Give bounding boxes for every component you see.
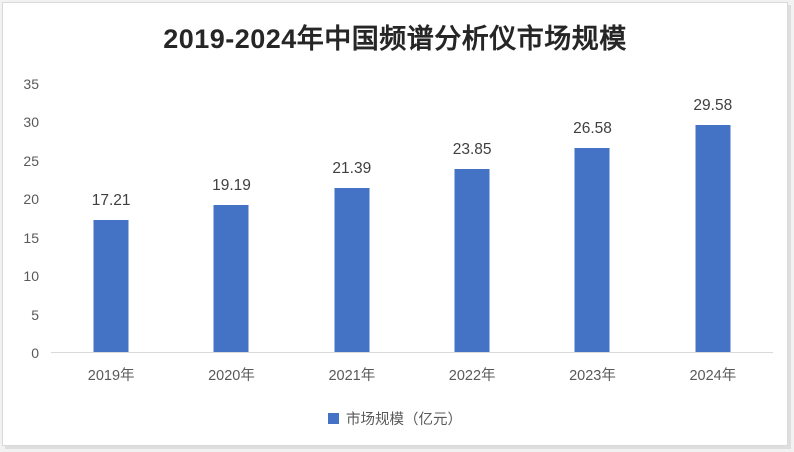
legend: 市场规模（亿元）	[3, 408, 787, 429]
x-tick-label: 2024年	[689, 368, 737, 384]
bar-slot: 17.21 2019年	[51, 84, 171, 384]
bar-slot: 19.19 2020年	[171, 84, 291, 385]
data-label: 29.58	[693, 96, 733, 114]
y-tick-label: 25	[23, 152, 39, 169]
data-label: 23.85	[452, 140, 492, 158]
y-tick-label: 15	[23, 229, 39, 246]
bar-slot: 29.58 2024年	[653, 84, 773, 384]
bar-2022年	[454, 168, 490, 352]
bar-slot: 23.85 2022年	[412, 84, 532, 384]
bar-slot: 26.58 2023年	[532, 84, 652, 384]
x-tick-label: 2020年	[208, 368, 255, 384]
y-tick-label: 30	[23, 114, 39, 131]
bar-2019年	[93, 219, 129, 352]
legend-label: 市场规模（亿元）	[346, 412, 462, 428]
legend-swatch	[328, 413, 339, 424]
data-label: 21.39	[332, 159, 372, 177]
y-tick-label: 0	[31, 345, 39, 361]
x-tick-label: 2022年	[448, 368, 496, 384]
chart-title: 2019-2024年中国频谱分析仪市场规模	[163, 24, 627, 54]
bar-2020年	[213, 204, 249, 352]
y-tick-label: 35	[23, 76, 39, 92]
chart-frame: 2019-2024年中国频谱分析仪市场规模 0 5 10 15 20 25 30 35 17.…	[2, 2, 788, 446]
bar-2021年	[334, 187, 370, 352]
y-tick-label: 20	[23, 191, 39, 208]
plot-area: 0 5 10 15 20 25 30 35 17.21 2019年 19.19 2020年 21.39…	[23, 76, 773, 385]
data-label: 26.58	[573, 119, 612, 137]
data-label: 19.19	[212, 176, 251, 194]
y-tick-label: 5	[31, 306, 39, 323]
y-tick-label: 10	[23, 268, 39, 285]
x-tick-label: 2023年	[569, 368, 616, 384]
data-label: 17.21	[91, 191, 131, 209]
bar-2024年	[695, 124, 731, 352]
bar-slot: 21.39 2021年	[292, 84, 412, 384]
bar-2023年	[574, 147, 610, 352]
x-tick-label: 2021年	[328, 368, 376, 384]
x-tick-label: 2019年	[87, 368, 135, 384]
